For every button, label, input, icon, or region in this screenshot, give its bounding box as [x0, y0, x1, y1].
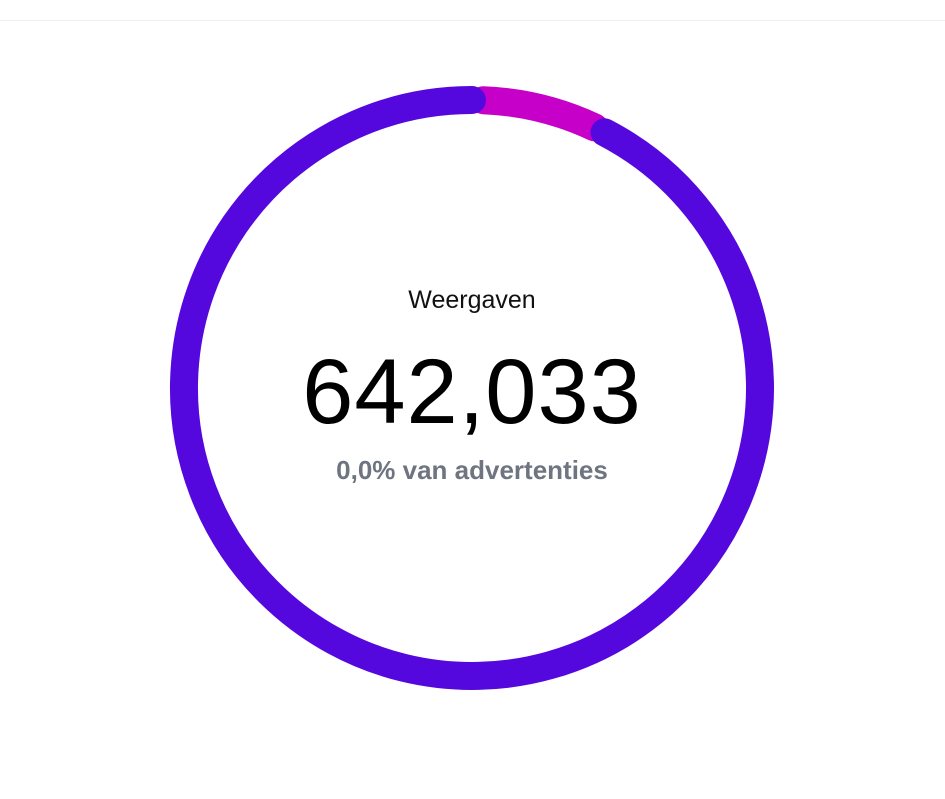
donut-slice-0 — [469, 86, 609, 142]
top-divider — [0, 20, 945, 21]
metric-label: Weergaven — [408, 286, 536, 314]
metric-subtitle: 0,0% van advertenties — [336, 455, 608, 485]
donut-slice-1 — [170, 86, 774, 690]
metric-value: 642,033 — [302, 341, 642, 443]
